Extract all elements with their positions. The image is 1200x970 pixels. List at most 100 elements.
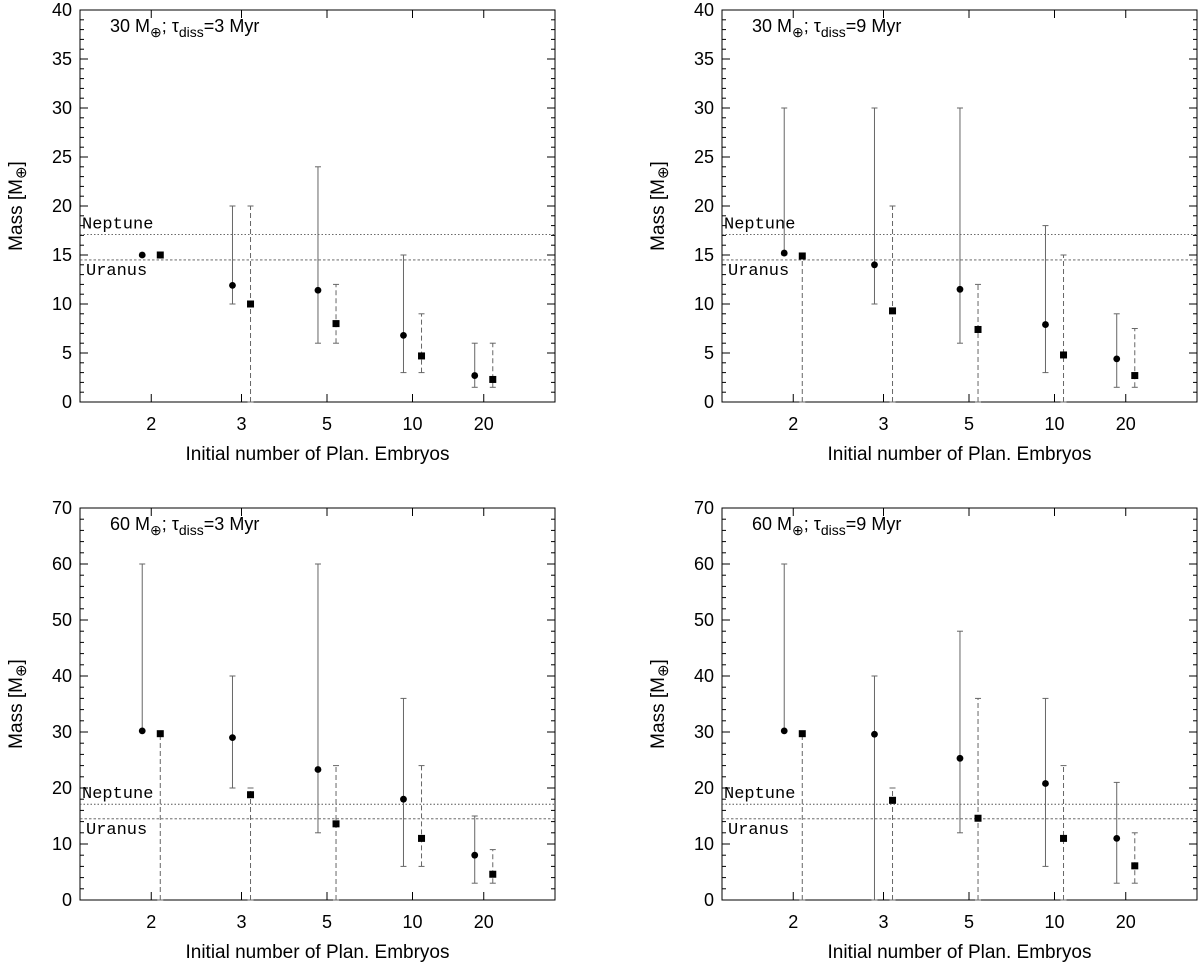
x-tick-label: 20: [474, 414, 494, 434]
x-tick-label: 5: [322, 912, 332, 932]
data-point-circle: [871, 261, 878, 269]
uranus-label: Uranus: [728, 821, 789, 840]
y-tick-label: 40: [694, 0, 714, 20]
y-tick-label: 0: [704, 890, 714, 910]
data-point-circle: [229, 281, 236, 289]
x-tick-label: 20: [1116, 912, 1136, 932]
y-tick-label: 60: [52, 554, 72, 574]
x-tick-label: 10: [1044, 414, 1064, 434]
data-point-square: [156, 251, 164, 259]
y-tick-label: 20: [694, 196, 714, 216]
y-tick-label: 20: [52, 778, 72, 798]
x-tick-label: 2: [146, 912, 156, 932]
uranus-label: Uranus: [728, 262, 789, 281]
y-axis-label: Mass [M⊕]: [648, 161, 672, 251]
x-tick-label: 20: [474, 912, 494, 932]
x-tick-label: 20: [1116, 414, 1136, 434]
neptune-label: Neptune: [82, 785, 153, 804]
x-tick-label: 5: [964, 414, 974, 434]
x-tick-label: 10: [402, 912, 422, 932]
uranus-label: Uranus: [86, 262, 147, 281]
chart-panel-4: 0 10 20 30 40 50 60 70 2 3 5 10 20 Neptune Uranus 60 M⊕…: [648, 498, 1198, 963]
data-point-circle: [400, 795, 407, 803]
uranus-label: Uranus: [86, 821, 147, 840]
y-tick-label: 5: [704, 343, 714, 363]
y-tick-label: 15: [694, 245, 714, 265]
series-circle: [780, 107, 1121, 388]
data-point-square: [1131, 862, 1139, 870]
y-tick-label: 50: [694, 610, 714, 630]
y-tick-label: 35: [52, 49, 72, 69]
data-point-circle: [400, 331, 407, 339]
y-tick-label: 40: [52, 666, 72, 686]
series-square: [156, 730, 497, 901]
y-tick-label: 70: [694, 498, 714, 518]
data-point-square: [1060, 351, 1068, 359]
data-point-square: [974, 814, 982, 822]
data-point-square: [418, 352, 426, 360]
data-point-circle: [138, 727, 146, 735]
y-tick-label: 10: [52, 294, 72, 314]
data-point-circle: [471, 372, 479, 379]
data-point-square: [156, 730, 164, 738]
chart-panel-3: 0 10 20 30 40 50 60 70 2 3 5 10 20 Neptune Uranus 60 M⊕…: [6, 498, 556, 963]
data-point-square: [247, 300, 255, 308]
data-point-square: [332, 820, 340, 828]
data-point-square: [489, 375, 497, 383]
data-point-square: [1060, 834, 1068, 842]
x-tick-label: 2: [146, 414, 156, 434]
data-point-circle: [1113, 355, 1121, 363]
panel-title: 30 M⊕; τdiss=9 Myr: [752, 16, 901, 40]
panel-title: 30 M⊕; τdiss=3 Myr: [110, 16, 259, 40]
panel-title: 60 M⊕; τdiss=9 Myr: [752, 514, 901, 538]
data-point-square: [1131, 372, 1139, 380]
x-tick-label: 10: [402, 414, 422, 434]
data-point-square: [889, 307, 897, 315]
y-tick-label: 0: [62, 392, 72, 412]
y-tick-label: 20: [694, 778, 714, 798]
data-point-circle: [314, 286, 322, 294]
y-tick-label: 70: [52, 498, 72, 518]
neptune-label: Neptune: [724, 785, 795, 804]
x-axis-label: Initial number of Plan. Embryos: [827, 942, 1091, 963]
x-tick-label: 3: [878, 414, 888, 434]
data-point-circle: [314, 766, 322, 773]
data-point-circle: [780, 727, 788, 735]
y-tick-label: 30: [694, 722, 714, 742]
y-tick-label: 10: [694, 834, 714, 854]
data-point-circle: [871, 730, 878, 738]
data-point-square: [332, 320, 340, 328]
y-tick-label: 20: [52, 196, 72, 216]
data-point-circle: [956, 754, 964, 762]
data-point-square: [974, 325, 982, 333]
panel-title: 60 M⊕; τdiss=3 Myr: [110, 514, 259, 538]
data-point-circle: [1042, 780, 1049, 787]
x-axis-label: Initial number of Plan. Embryos: [827, 444, 1091, 465]
data-point-circle: [956, 285, 964, 293]
y-tick-label: 50: [52, 610, 72, 630]
y-tick-label: 30: [52, 722, 72, 742]
series-square: [798, 697, 1139, 901]
x-tick-label: 3: [878, 912, 888, 932]
y-axis-label: Mass [M⊕]: [6, 659, 30, 749]
x-tick-label: 5: [322, 414, 332, 434]
series-circle: [138, 166, 479, 388]
x-axis-label: Initial number of Plan. Embryos: [185, 444, 449, 465]
x-tick-label: 3: [236, 414, 246, 434]
series-circle: [138, 563, 479, 884]
data-point-square: [489, 870, 497, 878]
series-square: [156, 205, 497, 403]
y-tick-label: 10: [52, 834, 72, 854]
y-tick-label: 0: [704, 392, 714, 412]
y-axis-label: Mass [M⊕]: [6, 161, 30, 251]
y-tick-label: 60: [694, 554, 714, 574]
data-point-circle: [780, 249, 788, 257]
data-point-square: [418, 834, 426, 842]
x-tick-label: 2: [788, 414, 798, 434]
y-tick-label: 10: [694, 294, 714, 314]
y-tick-label: 40: [52, 0, 72, 20]
y-tick-label: 15: [52, 245, 72, 265]
x-tick-label: 10: [1044, 912, 1064, 932]
plot-frame: [79, 507, 556, 901]
